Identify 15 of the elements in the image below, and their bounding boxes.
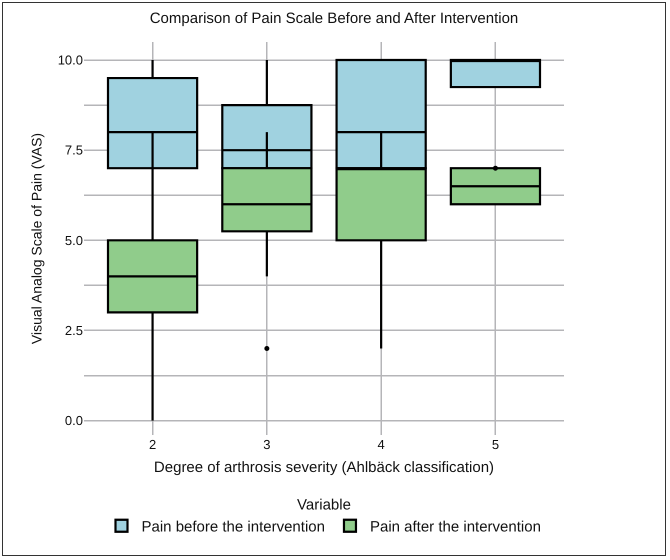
y-tick-label: 5.0 (64, 232, 83, 248)
chart-title: Comparison of Pain Scale Before and After Intervention (150, 10, 518, 27)
y-tick-label: 0.0 (64, 413, 83, 428)
x-axis-title: Degree of arthrosis severity (Ahlbäck classification) (154, 459, 494, 476)
x-tick-label: 3 (263, 437, 270, 452)
x-tick-label: 2 (148, 437, 156, 452)
x-tick-label: 4 (378, 437, 385, 452)
y-axis-title: Visual Analog Scale of Pain (VAS) (28, 132, 44, 344)
y-tick-label: 2.5 (64, 322, 83, 338)
y-tick-label: 10.0 (58, 52, 83, 68)
legend-label: Pain before the intervention (142, 518, 325, 536)
y-tick-label: 7.5 (64, 142, 83, 158)
legend-label: Pain after the intervention (370, 518, 541, 536)
x-tick-label: 5 (492, 437, 500, 452)
legend-title: Variable (297, 496, 351, 514)
